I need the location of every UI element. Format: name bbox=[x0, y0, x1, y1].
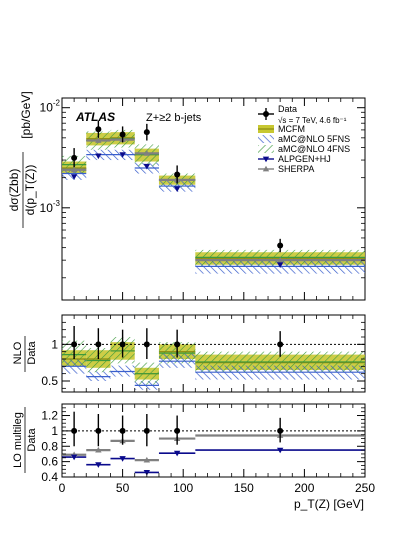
main-data-point bbox=[143, 129, 150, 136]
x-tick-label: 0 bbox=[59, 481, 66, 495]
legend-data-marker bbox=[263, 111, 269, 117]
legend-alpgen-label: ALPGEN+HJ bbox=[278, 154, 331, 164]
main-panel-frame bbox=[61, 97, 366, 301]
x-axis-title: p_T(Z) [GeV] bbox=[294, 497, 364, 511]
lo-ylabel-top: LO multileg bbox=[12, 412, 24, 468]
lo_ratio-alpgen-marker bbox=[95, 462, 102, 468]
legend-data-label: Data bbox=[278, 104, 297, 114]
lo_ratio-y-tick-label: 0.6 bbox=[41, 455, 58, 469]
x-tick-label: 200 bbox=[294, 481, 314, 495]
lo_ratio-alpgen-marker bbox=[70, 454, 78, 461]
main-data-point bbox=[174, 171, 181, 178]
lo_ratio-y-tick-label: 1 bbox=[51, 424, 58, 438]
lo_ratio-y-tick-label: 0.8 bbox=[41, 439, 58, 453]
lo_ratio-alpgen-marker bbox=[276, 447, 284, 454]
main-data-point bbox=[95, 126, 102, 133]
nlo_ratio-y-tick-label: 1 bbox=[51, 337, 58, 351]
main-alpgen-marker bbox=[276, 262, 284, 268]
x-tick-label: 50 bbox=[116, 481, 130, 495]
main-alpgen-marker bbox=[143, 163, 151, 170]
main-sherpa-marker bbox=[95, 137, 102, 143]
lo-ylabel: LO multileg Data bbox=[12, 407, 38, 473]
lo_ratio-sherpa-marker bbox=[95, 446, 102, 453]
lo_ratio-data-point bbox=[95, 427, 102, 434]
nlo_ratio-data-point bbox=[174, 341, 181, 348]
main-sherpa-marker bbox=[276, 256, 284, 263]
nlo_ratio-data-point bbox=[71, 341, 78, 348]
x-tick-label: 100 bbox=[173, 481, 193, 495]
axes-layer: 10-210-30.510.40.60.811.20 50 100 150 200 250 bbox=[40, 98, 375, 495]
nlo-ylabel: NLO Data bbox=[12, 336, 38, 372]
lo_ratio-data-point bbox=[143, 427, 150, 434]
experiment-label: ATLAS bbox=[75, 110, 115, 124]
main-alpgen-marker bbox=[70, 174, 78, 180]
reference-lines-layer bbox=[62, 343, 365, 432]
lo_ratio-y-tick-label: 1.2 bbox=[41, 409, 58, 423]
x-tick-label: 250 bbox=[355, 481, 375, 495]
legend-amc4-swatch bbox=[258, 145, 274, 153]
main-y-tick-label: 10-2 bbox=[40, 99, 61, 115]
lo-ratio-panel-frame bbox=[61, 403, 366, 478]
lines-layer bbox=[62, 137, 365, 474]
lo_ratio-alpgen-marker bbox=[119, 456, 126, 462]
main-data-point bbox=[277, 242, 284, 249]
main-ylabel: dσ(Zbb) d(p_T(Z)) [pb/GeV] bbox=[7, 91, 37, 228]
tick-exponent: -3 bbox=[53, 199, 61, 208]
legend-amc5-swatch bbox=[258, 135, 274, 143]
main-ylabel-numerator: dσ(Zbb) bbox=[7, 169, 21, 212]
nlo_ratio-data-point bbox=[119, 341, 126, 348]
tick-base: 10 bbox=[40, 101, 54, 115]
tick-base: 10 bbox=[40, 201, 54, 215]
lo_ratio-data-point bbox=[71, 427, 78, 434]
main-data-point bbox=[119, 131, 126, 138]
process-label: Z+≥2 b-jets bbox=[146, 112, 202, 124]
main-ylabel-unit: [pb/GeV] bbox=[19, 91, 33, 138]
main-ylabel-denominator: d(p_T(Z)) bbox=[23, 165, 37, 216]
main-alpgen-marker bbox=[95, 153, 102, 160]
lo_ratio-sherpa-marker bbox=[143, 456, 151, 463]
main-alpgen-marker bbox=[119, 152, 126, 158]
nlo-ylabel-bottom: Data bbox=[26, 341, 38, 365]
legend-sherpa-marker bbox=[262, 165, 270, 172]
legend-sherpa-label: SHERPA bbox=[278, 164, 314, 174]
legend-alpgen-marker bbox=[262, 156, 270, 163]
nlo_ratio-data-point bbox=[143, 341, 150, 348]
x-tick-label: 150 bbox=[234, 481, 254, 495]
nlo_ratio-y-tick-label: 0.5 bbox=[41, 374, 58, 388]
lo_ratio-alpgen-marker bbox=[143, 469, 151, 476]
legend-amc4-label: aMC@NLO 4FNS bbox=[278, 144, 350, 154]
tick-exponent: -2 bbox=[53, 99, 61, 108]
legend-data-sub: √s = 7 TeV, 4.6 fb⁻¹ bbox=[278, 116, 347, 125]
main-sherpa-marker bbox=[70, 166, 78, 173]
legend-mcfm-label: MCFM bbox=[278, 124, 305, 134]
nlo_ratio-data-point bbox=[277, 341, 284, 348]
legend-amc5-label: aMC@NLO 5FNS bbox=[278, 134, 350, 144]
main-data-point bbox=[71, 154, 78, 161]
nlo_ratio-data-point bbox=[95, 341, 102, 348]
lo_ratio-y-tick-label: 0.4 bbox=[41, 470, 58, 484]
main-sherpa-marker bbox=[143, 150, 151, 156]
nlo-ylabel-top: NLO bbox=[12, 341, 24, 364]
main-y-tick-label: 10-3 bbox=[40, 199, 61, 215]
main-alpgen-marker bbox=[173, 186, 181, 192]
points-layer bbox=[70, 120, 284, 476]
lo_ratio-data-point bbox=[119, 427, 126, 434]
lo-ylabel-bottom: Data bbox=[26, 428, 38, 452]
lo_ratio-data-point bbox=[174, 427, 181, 434]
lo_ratio-alpgen-marker bbox=[173, 450, 181, 457]
lo_ratio-data-point bbox=[277, 427, 284, 434]
